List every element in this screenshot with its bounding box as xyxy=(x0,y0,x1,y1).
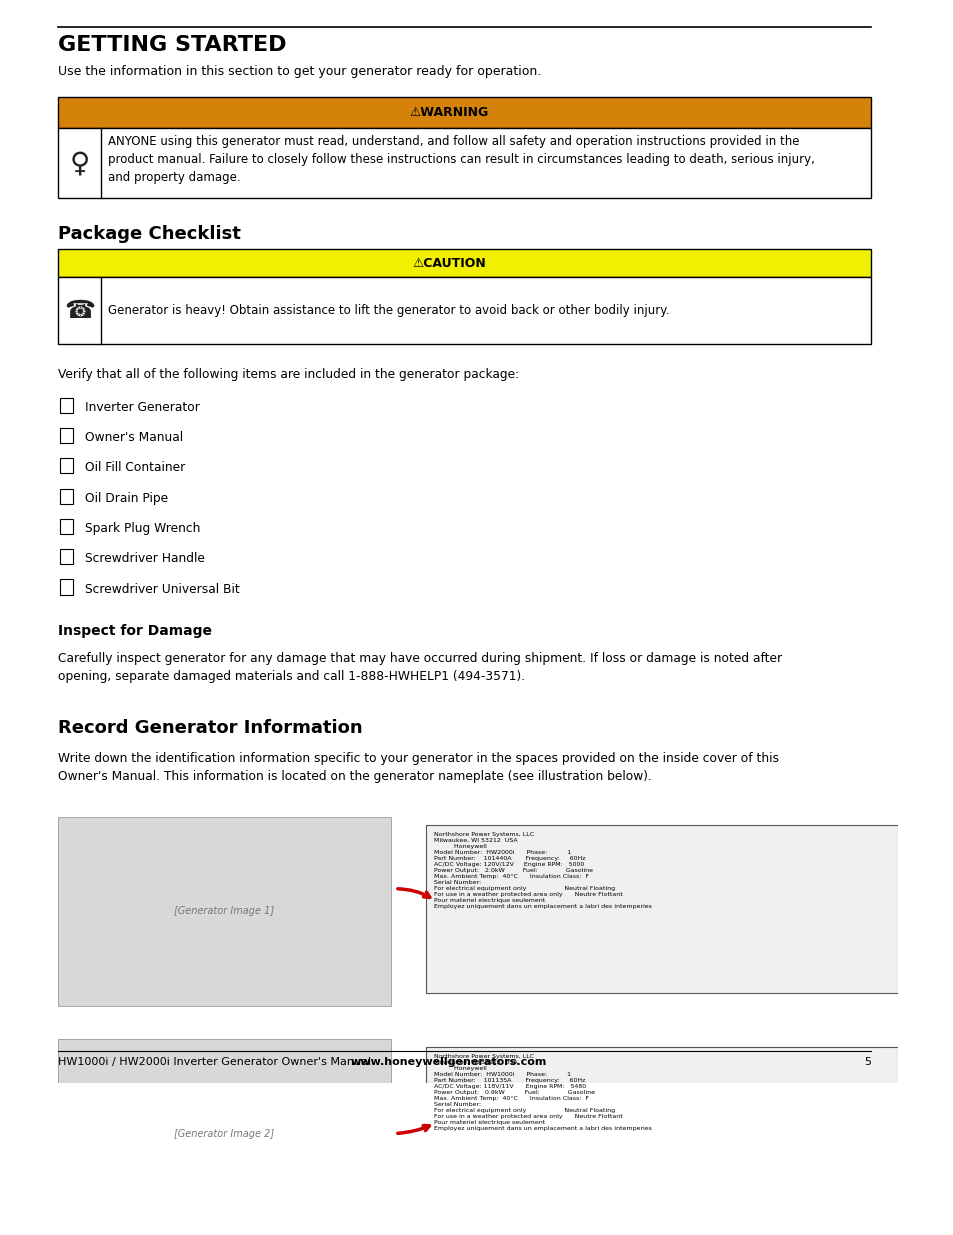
Bar xyxy=(58,98,870,127)
Bar xyxy=(58,1039,390,1229)
Text: ⚠WARNING: ⚠WARNING xyxy=(409,106,488,119)
Bar xyxy=(58,249,870,278)
Text: Screwdriver Handle: Screwdriver Handle xyxy=(85,552,205,566)
Text: Owner's Manual: Owner's Manual xyxy=(85,431,183,445)
Text: Generator is heavy! Obtain assistance to lift the generator to avoid back or oth: Generator is heavy! Obtain assistance to… xyxy=(108,304,668,317)
Text: Carefully inspect generator for any damage that may have occurred during shipmen: Carefully inspect generator for any dama… xyxy=(58,652,781,683)
Text: Use the information in this section to get your generator ready for operation.: Use the information in this section to g… xyxy=(58,65,541,78)
Bar xyxy=(426,1047,897,1215)
Text: GETTING STARTED: GETTING STARTED xyxy=(58,35,287,54)
Text: [Generator Image 1]: [Generator Image 1] xyxy=(174,906,274,916)
Text: www.honeywellgenerators.com: www.honeywellgenerators.com xyxy=(351,1057,546,1067)
Text: ANYONE using this generator must read, understand, and follow all safety and ope: ANYONE using this generator must read, u… xyxy=(108,136,814,184)
Text: Screwdriver Universal Bit: Screwdriver Universal Bit xyxy=(85,583,240,595)
Text: Write down the identification information specific to your generator in the spac: Write down the identification informatio… xyxy=(58,752,779,783)
Text: Northshore Power Systems, LLC
Milwaukee, WI 53212  USA
          Honeywell
Model: Northshore Power Systems, LLC Milwaukee,… xyxy=(434,832,651,909)
Text: 5: 5 xyxy=(862,1057,870,1067)
Text: Oil Drain Pipe: Oil Drain Pipe xyxy=(85,492,169,505)
Bar xyxy=(60,427,72,443)
Text: Oil Fill Container: Oil Fill Container xyxy=(85,462,185,474)
Text: Inspect for Damage: Inspect for Damage xyxy=(58,624,213,638)
Bar xyxy=(426,825,897,993)
Text: [Generator Image 2]: [Generator Image 2] xyxy=(174,1129,274,1139)
Bar xyxy=(60,398,72,412)
Text: ☎: ☎ xyxy=(64,299,95,322)
Bar xyxy=(58,127,870,199)
Text: ♀: ♀ xyxy=(70,149,90,177)
Text: Verify that all of the following items are included in the generator package:: Verify that all of the following items a… xyxy=(58,368,519,382)
Text: Package Checklist: Package Checklist xyxy=(58,225,241,243)
Text: Record Generator Information: Record Generator Information xyxy=(58,719,362,737)
Bar xyxy=(58,278,870,345)
Bar xyxy=(60,519,72,534)
Text: ⚠CAUTION: ⚠CAUTION xyxy=(412,257,485,269)
Bar xyxy=(60,550,72,564)
Bar xyxy=(60,458,72,473)
Text: Northshore Power Systems, LLC
Milwaukee, WI 53212  USA
          Honeywell
Model: Northshore Power Systems, LLC Milwaukee,… xyxy=(434,1053,651,1131)
Bar xyxy=(60,579,72,595)
Bar xyxy=(60,489,72,504)
Text: Inverter Generator: Inverter Generator xyxy=(85,401,200,414)
Text: Spark Plug Wrench: Spark Plug Wrench xyxy=(85,522,200,535)
Bar xyxy=(58,816,390,1007)
Text: HW1000i / HW2000i Inverter Generator Owner's Manual: HW1000i / HW2000i Inverter Generator Own… xyxy=(58,1057,371,1067)
